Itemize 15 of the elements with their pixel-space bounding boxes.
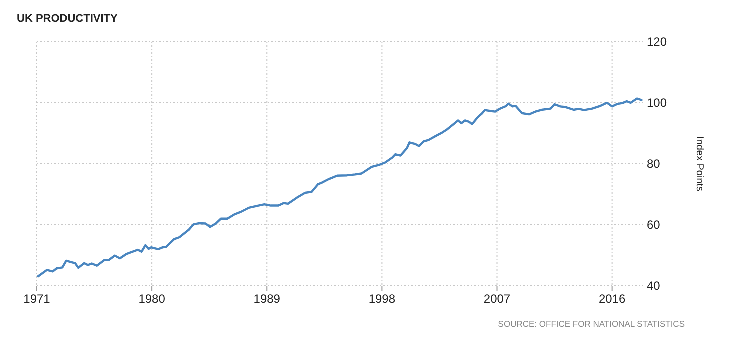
y-tick-label: 60 — [647, 218, 661, 232]
x-tick-label: 1971 — [24, 292, 51, 306]
x-tick-label: 2016 — [598, 292, 626, 306]
y-tick-label: 100 — [647, 96, 668, 110]
chart-title: UK PRODUCTIVITY — [17, 13, 118, 25]
line-series — [37, 98, 643, 278]
x-tick-label: 2007 — [484, 292, 511, 306]
source-note: SOURCE: OFFICE FOR NATIONAL STATISTICS — [498, 319, 686, 329]
y-tick-label: 120 — [647, 35, 668, 49]
x-tick-label: 1980 — [138, 292, 166, 306]
x-tick-label: 1989 — [254, 292, 281, 306]
y-tick-label: 80 — [647, 157, 661, 171]
x-tick-label: 1998 — [368, 292, 396, 306]
y-axis-title: Index Points — [694, 136, 705, 192]
y-tick-label: 40 — [647, 279, 661, 293]
